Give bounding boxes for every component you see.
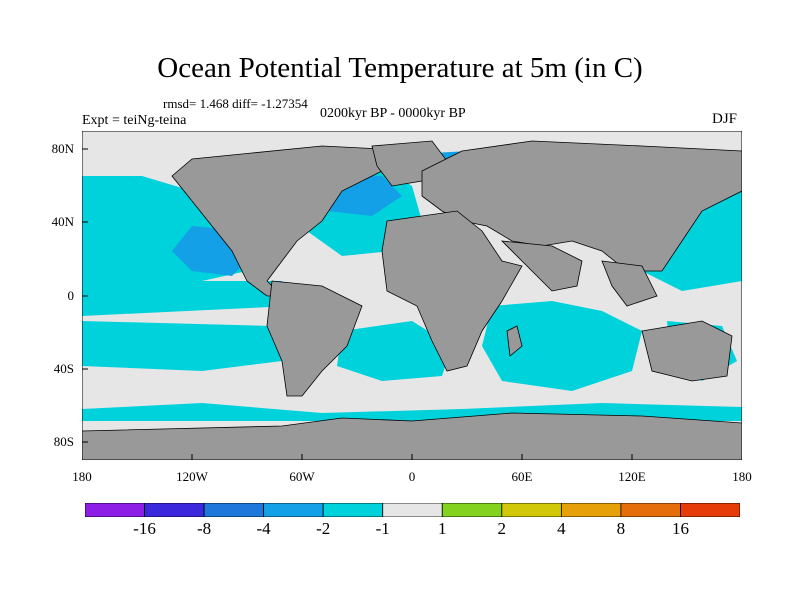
land-north-america xyxy=(171,145,383,297)
colorbar-swatch xyxy=(382,503,443,517)
colorbar xyxy=(85,503,740,517)
y-tick-label: 40N xyxy=(51,214,74,229)
colorbar-swatch xyxy=(144,503,205,517)
world-map xyxy=(82,131,742,460)
map-tick-marks xyxy=(82,148,633,460)
anomaly-tropical-pacific xyxy=(82,281,292,316)
experiment-label: Expt = teiNg-teina xyxy=(82,113,187,128)
colorbar-label: 1 xyxy=(438,519,447,538)
colorbar-label: 8 xyxy=(616,519,626,538)
land-south-america xyxy=(266,280,363,397)
y-tick-label: 0 xyxy=(67,288,75,303)
x-tick-label: 180 xyxy=(732,469,752,484)
land-africa xyxy=(381,210,523,372)
colorbar-swatch xyxy=(620,503,681,517)
colorbar-swatch xyxy=(680,503,740,517)
x-tick-label: 60E xyxy=(511,469,533,484)
plot-title: Ocean Potential Temperature at 5m (in C) xyxy=(157,52,643,84)
y-tick-label: 40S xyxy=(53,361,74,376)
land-arabia-india xyxy=(500,240,583,292)
x-tick-label: 60W xyxy=(289,469,315,484)
colorbar-label: -1 xyxy=(375,519,390,538)
land-southeast-asia xyxy=(601,260,658,307)
colorbar-label: -8 xyxy=(197,519,212,538)
y-tick-label: 80S xyxy=(53,434,74,449)
colorbar-label: 2 xyxy=(497,519,507,538)
season-label: DJF xyxy=(712,111,738,127)
colorbar-swatch xyxy=(322,503,384,517)
colorbar-swatch xyxy=(560,503,622,517)
colorbar-label: 16 xyxy=(672,519,689,538)
anomaly-south-pacific xyxy=(82,321,282,371)
colorbar-swatch xyxy=(203,503,265,517)
colorbar-label: -4 xyxy=(256,519,271,538)
x-tick-label: 120E xyxy=(618,469,646,484)
colorbar-swatch xyxy=(501,503,562,517)
x-tick-label: 0 xyxy=(408,469,416,484)
land-antarctica xyxy=(82,412,742,460)
colorbar-label: -16 xyxy=(133,519,156,538)
stats-annotation: rmsd= 1.468 diff= -1.27354 xyxy=(163,96,308,111)
period-label: 0200kyr BP - 0000kyr BP xyxy=(320,106,466,121)
land-madagascar xyxy=(506,325,523,357)
x-tick-label: 120W xyxy=(176,469,208,484)
anomaly-south-atlantic xyxy=(337,321,452,381)
colorbar-label: -2 xyxy=(316,519,331,538)
colorbar-swatch xyxy=(263,503,324,517)
y-tick-label: 80N xyxy=(51,141,74,156)
x-tick-label: 180 xyxy=(72,469,92,484)
land-australia xyxy=(641,320,733,382)
anomaly-indian-ocean xyxy=(482,301,642,391)
colorbar-label: 4 xyxy=(557,519,566,538)
land-masses xyxy=(82,140,742,460)
colorbar-swatch xyxy=(441,503,503,517)
colorbar-swatch xyxy=(85,503,145,517)
